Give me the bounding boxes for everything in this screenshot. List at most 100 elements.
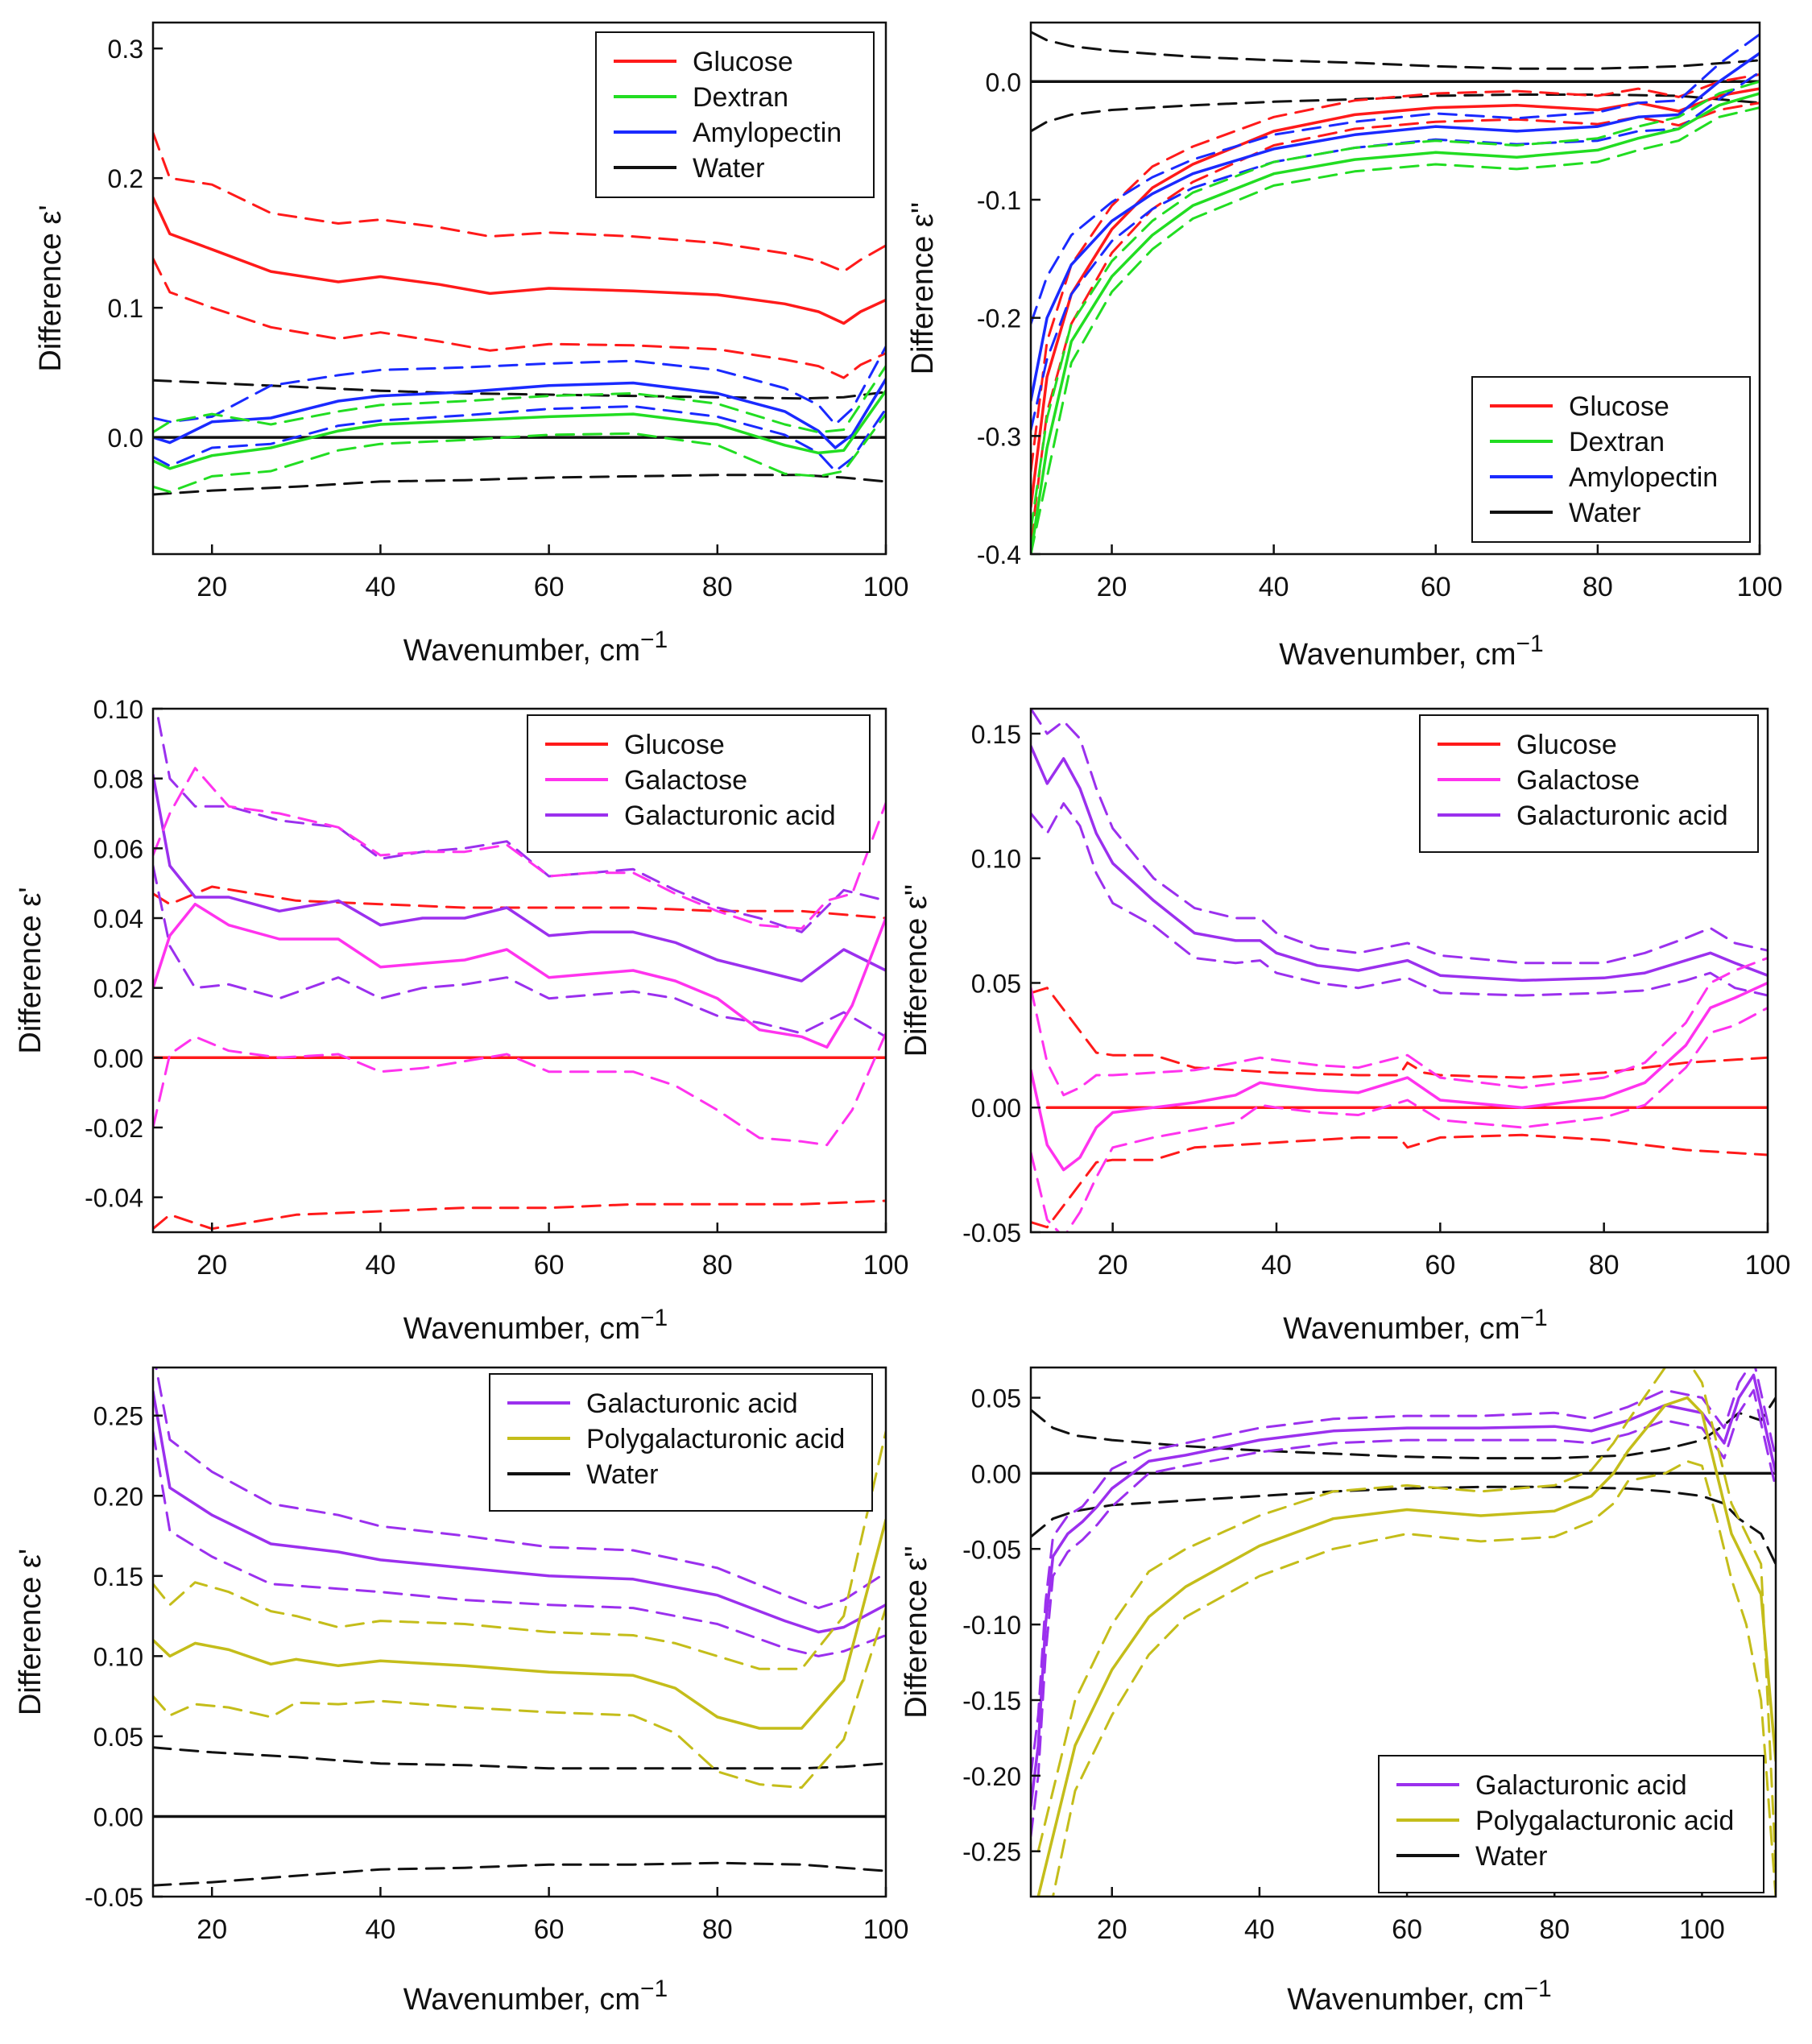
- x-axis-label: Wavenumber, cm−1: [403, 627, 668, 668]
- series-line-amylopectin: [153, 377, 886, 449]
- y-tick-label: -0.05: [962, 1535, 1021, 1564]
- x-tick-label: 80: [1589, 1250, 1620, 1281]
- series-group: [1031, 1367, 1776, 1897]
- y-tick-label: 0.15: [971, 720, 1021, 749]
- chart-panel-3: 20 40 60 80 100 -0.04 -0.02 0.00 0.02 0.04 0.06 0.0…: [14, 695, 908, 1346]
- legend-label: Polygalacturonic acid: [1475, 1806, 1734, 1836]
- legend-label: Galactose: [624, 765, 747, 796]
- y-tick-label: -0.02: [85, 1114, 143, 1143]
- legend-label: Galacturonic acid: [1475, 1770, 1687, 1801]
- chart-panel-5: 20 40 60 80 100 -0.05 0.00 0.05 0.10 0.15 0.20 0.25…: [14, 1366, 909, 2017]
- legend-label: Polygalacturonic acid: [586, 1424, 845, 1454]
- x-tick-label: 20: [1098, 1250, 1128, 1281]
- legend-label: Amylopectin: [1569, 462, 1718, 493]
- y-tick-label: 0.05: [971, 969, 1021, 998]
- series-group: [153, 709, 886, 1231]
- y-tick-label: 0.00: [971, 1459, 1021, 1488]
- legend: Glucose Dextran Amylopectin Water: [1471, 376, 1751, 543]
- x-axis-label-superscript: −1: [640, 1305, 668, 1331]
- legend-label: Galacturonic acid: [1516, 801, 1728, 831]
- series-line-galacturonic-acid-upper: [155, 1367, 886, 1610]
- x-tick-label: 60: [1392, 1914, 1422, 1945]
- series-line-galacturonic-acid: [153, 773, 886, 983]
- series-line-amylopectin: [1031, 52, 1760, 403]
- x-tick-label: 100: [863, 1914, 909, 1945]
- x-tick-label: 80: [702, 572, 733, 602]
- y-axis-label: Difference ε'': [900, 1545, 933, 1719]
- series-line-glucose-upper: [1031, 987, 1768, 1079]
- series-line-dextran-upper: [1031, 80, 1760, 532]
- y-tick-label: 0.00: [971, 1094, 1021, 1123]
- y-tick-label: 0.20: [93, 1482, 143, 1511]
- y-tick-label: 0.05: [93, 1723, 143, 1752]
- series-line-polygalacturonic-acid-upper: [153, 1430, 886, 1670]
- series-line-dextran-lower: [1031, 106, 1760, 554]
- plot-frame: [1029, 21, 1761, 556]
- series-line-galactose-upper: [153, 767, 886, 930]
- series-line-polygalacturonic-acid-lower: [1036, 1459, 1776, 1897]
- series-line-glucose-lower: [1031, 1133, 1768, 1229]
- x-tick-label: 100: [1679, 1914, 1725, 1945]
- legend-label: Water: [586, 1459, 658, 1490]
- series-group: [1031, 31, 1760, 554]
- plot-frame: [151, 707, 887, 1234]
- y-tick-label: 0.04: [93, 904, 143, 933]
- x-tick-label: 40: [1261, 1250, 1292, 1281]
- series-group: [153, 131, 886, 496]
- x-tick-label: 40: [1244, 1914, 1275, 1945]
- legend-label: Galactose: [1516, 765, 1640, 796]
- series-line-galactose-upper: [1031, 957, 1768, 1097]
- series-line-galacturonic-acid: [1031, 744, 1768, 983]
- legend-label: Glucose: [693, 47, 793, 77]
- y-tick-label: -0.05: [962, 1219, 1021, 1248]
- series-line-glucose-lower: [153, 257, 886, 379]
- y-tick-label: -0.20: [962, 1762, 1021, 1791]
- y-tick-label: 0.25: [93, 1402, 143, 1431]
- chart-panel-1: 20 40 60 80 100 0.0 0.1 0.2 0.3 Wavenumber, cm−1 D…: [34, 21, 909, 668]
- series-line-glucose-lower: [153, 1199, 886, 1231]
- x-axis-label: Wavenumber, cm−1: [1287, 1976, 1551, 2017]
- series-line-galactose: [1031, 981, 1768, 1172]
- x-tick-label: 40: [365, 1914, 395, 1945]
- legend-label: Glucose: [624, 730, 725, 760]
- x-tick-label: 20: [197, 1914, 227, 1945]
- chart-panel-2: 20 40 60 80 100 -0.4 -0.3 -0.2 -0.1 0.0 Wavenumber…: [906, 21, 1782, 672]
- x-axis-label-superscript: −1: [1516, 631, 1544, 657]
- y-tick-label: 0.05: [971, 1384, 1021, 1413]
- series-group: [153, 1367, 886, 1887]
- y-axis-label: Difference ε': [14, 887, 48, 1053]
- y-tick-label: -0.1: [977, 186, 1021, 215]
- y-axis-label: Difference ε'': [900, 884, 933, 1057]
- series-line-polygalacturonic-acid: [1036, 1396, 1776, 1897]
- y-tick-label: 0.08: [93, 765, 143, 794]
- x-tick-label: 80: [702, 1250, 733, 1281]
- x-tick-label: 20: [1097, 1914, 1127, 1945]
- y-tick-label: 0.06: [93, 834, 143, 863]
- legend: Galacturonic acid Polygalacturonic acid Wa…: [489, 1373, 873, 1512]
- series-line-water-lower: [1031, 1485, 1776, 1566]
- y-tick-label: 0.15: [93, 1562, 143, 1591]
- y-axis-label: Difference ε'': [906, 202, 940, 375]
- series-line-amylopectin-upper: [1031, 33, 1760, 325]
- y-tick-label: 0.2: [108, 164, 143, 193]
- legend-label: Dextran: [693, 82, 788, 113]
- x-tick-label: 100: [863, 572, 909, 602]
- series-line-amylopectin-lower: [153, 405, 886, 473]
- series-line-dextran-lower: [153, 412, 886, 494]
- series-line-polygalacturonic-acid-lower: [153, 1607, 886, 1790]
- legend: Glucose Galactose Galacturonic acid: [1419, 714, 1759, 853]
- series-line-glucose-upper: [153, 131, 886, 273]
- series-line-glucose-upper: [153, 885, 886, 920]
- legend-label: Water: [1475, 1841, 1547, 1872]
- legend-label: Water: [1569, 498, 1640, 528]
- x-axis-label: Wavenumber, cm−1: [1279, 631, 1543, 672]
- series-line-water-lower: [153, 1861, 886, 1887]
- x-axis-label: Wavenumber, cm−1: [403, 1305, 668, 1346]
- x-tick-label: 60: [1421, 572, 1451, 602]
- series-line-water-lower: [153, 474, 886, 496]
- legend-box: [527, 714, 871, 853]
- y-tick-label: -0.15: [962, 1686, 1021, 1715]
- series-line-water-upper: [153, 1746, 886, 1770]
- x-tick-label: 60: [534, 572, 565, 602]
